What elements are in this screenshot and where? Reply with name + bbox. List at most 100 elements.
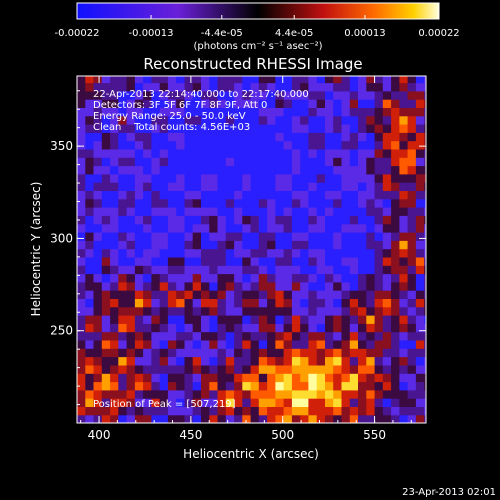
heatmap-cell — [358, 281, 367, 291]
heatmap-cell — [283, 165, 293, 175]
heatmap-cell — [151, 198, 161, 208]
heatmap-cell — [283, 364, 293, 374]
heatmap-cell — [333, 339, 343, 349]
heatmap-cell — [382, 232, 392, 241]
heatmap-cell — [341, 339, 351, 349]
heatmap-cell — [424, 198, 426, 208]
heatmap-cell — [93, 323, 103, 333]
heatmap-cell — [374, 398, 384, 407]
heatmap-cell — [308, 132, 318, 142]
heatmap-cell — [192, 207, 202, 216]
heatmap-cell — [250, 232, 260, 241]
heatmap-cell — [391, 132, 400, 142]
heatmap-cell — [159, 124, 169, 133]
heatmap-cell — [399, 348, 409, 358]
heatmap-cell — [143, 165, 152, 175]
heatmap-cell — [382, 107, 392, 117]
heatmap-cell — [151, 215, 161, 225]
heatmap-cell — [308, 99, 318, 108]
y-tick-label: 300 — [50, 231, 73, 245]
heatmap-cell — [308, 306, 318, 316]
heatmap-cell — [366, 339, 376, 349]
heatmap-cell — [291, 232, 301, 241]
heatmap-cell — [118, 290, 128, 299]
heatmap-cell — [143, 132, 152, 142]
heatmap-cell — [217, 99, 227, 108]
heatmap-cell — [201, 140, 210, 150]
heatmap-cell — [118, 306, 128, 316]
heatmap-cell — [201, 323, 210, 333]
heatmap-cell — [209, 173, 219, 183]
heatmap-cell — [143, 240, 152, 250]
heatmap-cell — [192, 323, 202, 333]
heatmap-cell — [399, 148, 409, 158]
heatmap-cell — [242, 82, 252, 92]
heatmap-cell — [242, 148, 252, 158]
heatmap-cell — [308, 298, 318, 308]
heatmap-cell — [283, 240, 293, 250]
heatmap-cell — [374, 90, 384, 100]
heatmap-cell — [407, 157, 417, 167]
heatmap-cell — [424, 373, 426, 383]
heatmap-cell — [176, 348, 186, 358]
heatmap-cell — [85, 107, 95, 117]
heatmap-cell — [167, 99, 177, 108]
heatmap-cell — [341, 124, 351, 133]
heatmap-cell — [349, 198, 359, 208]
heatmap-cell — [201, 248, 210, 258]
heatmap-cell — [341, 265, 351, 275]
heatmap-cell — [167, 273, 177, 283]
heatmap-cell — [110, 265, 119, 275]
heatmap-cell — [407, 107, 417, 117]
heatmap-cell — [341, 406, 351, 416]
heatmap-cell — [275, 290, 285, 299]
heatmap-cell — [275, 323, 285, 333]
heatmap-cell — [291, 223, 301, 233]
heatmap-cell — [184, 290, 194, 299]
heatmap-cell — [118, 165, 128, 175]
heatmap-cell — [93, 148, 103, 158]
heatmap-cell — [110, 240, 119, 250]
heatmap-cell — [126, 348, 136, 358]
heatmap-cell — [134, 232, 144, 241]
heatmap-cell — [258, 256, 268, 266]
heatmap-cell — [399, 306, 409, 316]
heatmap-cell — [192, 381, 202, 391]
heatmap-cell — [415, 265, 425, 275]
heatmap-cell — [217, 290, 227, 299]
heatmap-cell — [159, 190, 169, 200]
heatmap-cell — [349, 173, 359, 183]
heatmap-cell — [382, 298, 392, 308]
heatmap-cell — [399, 140, 409, 150]
heatmap-cell — [333, 323, 343, 333]
heatmap-cell — [407, 99, 417, 108]
heatmap-cell — [93, 373, 103, 383]
heatmap-cell — [234, 107, 243, 117]
heatmap-cell — [325, 165, 334, 175]
heatmap-cell — [424, 323, 426, 333]
heatmap-cell — [77, 148, 86, 158]
heatmap-cell — [300, 248, 310, 258]
heatmap-cell — [415, 323, 425, 333]
heatmap-cell — [258, 281, 268, 291]
heatmap-cell — [110, 198, 119, 208]
heatmap-cell — [424, 82, 426, 92]
heatmap-cell — [93, 190, 103, 200]
heatmap-cell — [250, 281, 260, 291]
heatmap-cell — [358, 373, 367, 383]
heatmap-cell — [275, 90, 285, 100]
heatmap-cell — [126, 173, 136, 183]
heatmap-cell — [184, 107, 194, 117]
heatmap-cell — [143, 348, 152, 358]
heatmap-cell — [316, 256, 326, 266]
heatmap-cell — [118, 157, 128, 167]
heatmap-cell — [201, 364, 210, 374]
heatmap-cell — [291, 356, 301, 366]
heatmap-cell — [151, 414, 161, 423]
heatmap-cell — [316, 90, 326, 100]
heatmap-cell — [275, 115, 285, 125]
heatmap-cell — [234, 223, 243, 233]
heatmap-cell — [291, 339, 301, 349]
heatmap-cell — [85, 306, 95, 316]
heatmap-cell — [415, 248, 425, 258]
